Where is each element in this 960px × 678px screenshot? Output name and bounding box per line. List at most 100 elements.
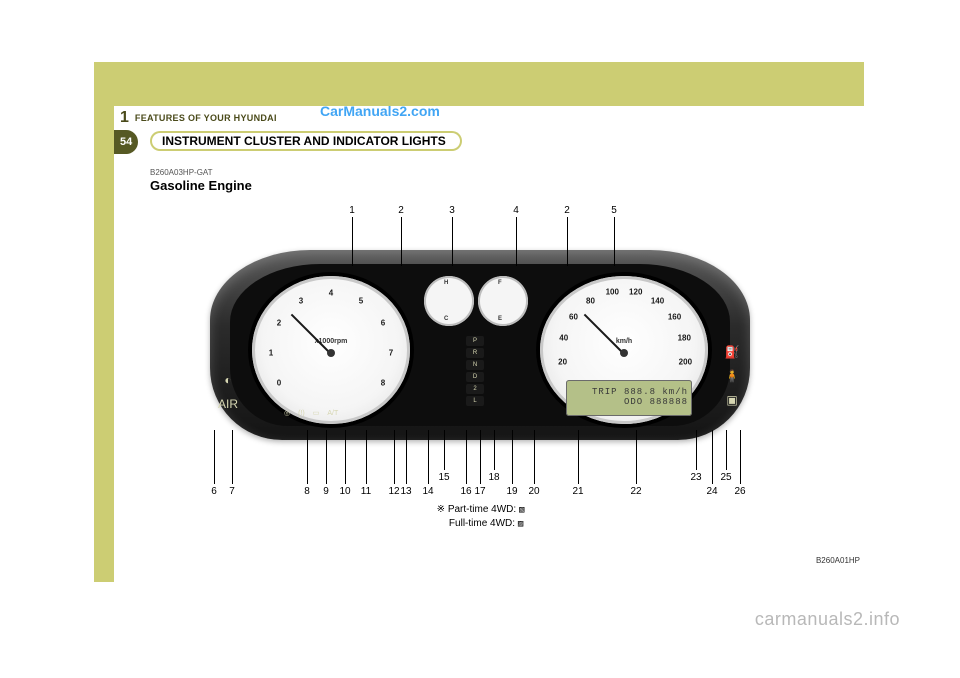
footnote-prefix: ※	[437, 504, 445, 515]
callout-23: 23	[690, 472, 701, 483]
chapter-number: 1	[120, 109, 129, 127]
figure-code: B260A01HP	[816, 556, 860, 565]
callout-line	[512, 430, 513, 484]
callout-8: 8	[304, 486, 310, 497]
callout-line	[466, 430, 467, 484]
callout-2: 2	[564, 205, 570, 216]
gear-indicator-N: N	[466, 360, 484, 370]
callout-line	[740, 430, 741, 484]
speedo-tick-80: 80	[586, 296, 595, 305]
watermark-bottom: carmanuals2.info	[755, 609, 900, 630]
tach-hub	[327, 349, 335, 357]
temp-high-label: H	[444, 280, 448, 286]
fuel-icon: ⛽	[722, 342, 742, 362]
at-label: A/T	[327, 410, 338, 417]
callout-line	[214, 430, 215, 484]
speedo-tick-100: 100	[606, 288, 619, 297]
tach-tick-2: 2	[277, 319, 281, 328]
callout-2: 2	[398, 205, 404, 216]
callout-line	[614, 217, 615, 266]
temp-low-label: C	[444, 316, 448, 322]
callout-5: 5	[611, 205, 617, 216]
callout-16: 16	[460, 486, 471, 497]
tach-tick-3: 3	[299, 297, 303, 306]
callout-line	[326, 430, 327, 484]
watermark-top: CarManuals2.com	[320, 103, 440, 119]
callout-line	[444, 430, 445, 470]
callout-4: 4	[513, 205, 519, 216]
speedo-tick-60: 60	[569, 313, 578, 322]
callout-line	[480, 430, 481, 484]
callout-12: 12	[388, 486, 399, 497]
tach-tick-0: 0	[277, 379, 281, 388]
callout-18: 18	[488, 472, 499, 483]
oil-icon: ◎	[284, 409, 290, 417]
callout-10: 10	[339, 486, 350, 497]
footnote-line2: ※ Full-time 4WD: ▨	[0, 518, 960, 529]
speedo-tick-200: 200	[679, 357, 692, 366]
callout-7: 7	[229, 486, 235, 497]
fuel-empty-label: E	[498, 316, 502, 322]
callout-1: 1	[349, 205, 355, 216]
speedo-tick-40: 40	[559, 334, 568, 343]
callout-line	[394, 430, 395, 484]
warning-strip: ◎ (!) ▭ A/T	[284, 406, 434, 420]
callout-9: 9	[323, 486, 329, 497]
fuel-full-label: F	[498, 280, 502, 286]
callout-25: 25	[720, 472, 731, 483]
gear-indicator-P: P	[466, 336, 484, 346]
callout-14: 14	[422, 486, 433, 497]
speedo-tick-160: 160	[668, 313, 681, 322]
callout-15: 15	[438, 472, 449, 483]
callout-line	[345, 430, 346, 484]
callout-24: 24	[706, 486, 717, 497]
brake-icon: (!)	[298, 410, 305, 417]
callout-line	[696, 430, 697, 470]
airbag-icon: AIR	[218, 394, 238, 414]
gear-indicator-column: PRND2L	[462, 336, 488, 410]
callout-line	[401, 217, 402, 266]
section-title: INSTRUMENT CLUSTER AND INDICATOR LIGHTS	[150, 131, 462, 151]
footnote-line1: ※ Part-time 4WD: ▧	[0, 504, 960, 515]
callout-line	[352, 217, 353, 266]
callout-13: 13	[400, 486, 411, 497]
tach-tick-5: 5	[359, 297, 363, 306]
callout-line	[534, 430, 535, 484]
callout-line	[726, 430, 727, 470]
speedo-hub	[620, 349, 628, 357]
gear-indicator-2: 2	[466, 384, 484, 394]
callout-21: 21	[572, 486, 583, 497]
document-code: B260A03HP-GAT	[150, 168, 213, 177]
callout-line	[494, 430, 495, 470]
tach-tick-7: 7	[389, 349, 393, 358]
callout-3: 3	[449, 205, 455, 216]
callout-line	[516, 217, 517, 266]
callout-line	[428, 430, 429, 484]
tach-tick-6: 6	[381, 319, 385, 328]
callout-17: 17	[474, 486, 485, 497]
callout-line	[712, 430, 713, 484]
instrument-cluster: 012345678 x1000rpm 020406080100120140160…	[210, 250, 750, 450]
gear-indicator-D: D	[466, 372, 484, 382]
engine-title: Gasoline Engine	[150, 178, 252, 193]
footnote-fulltime-symbol: ▨	[518, 519, 522, 529]
callout-line	[366, 430, 367, 484]
tach-tick-4: 4	[329, 289, 333, 298]
callout-11: 11	[361, 486, 371, 497]
callout-6: 6	[211, 486, 217, 497]
temperature-gauge: H C	[424, 276, 474, 326]
callout-line	[307, 430, 308, 484]
footnote-parttime-label: Part-time 4WD:	[448, 504, 516, 515]
speedo-tick-120: 120	[629, 288, 642, 297]
footnote-parttime-symbol: ▧	[519, 505, 523, 515]
lcd-odo-row: ODO 888888	[624, 398, 688, 408]
door-ajar-icon: ◐	[218, 370, 238, 390]
odometer-lcd: TRIP 888.8 km/h ODO 888888	[566, 380, 692, 416]
speedo-tick-20: 20	[558, 357, 567, 366]
gear-indicator-L: L	[466, 396, 484, 406]
footnote-fulltime-label: Full-time 4WD:	[449, 518, 515, 529]
seatbelt-icon: 🧍	[722, 366, 742, 386]
chapter-title: FEATURES OF YOUR HYUNDAI	[135, 113, 277, 123]
callout-line	[636, 430, 637, 484]
callout-22: 22	[630, 486, 641, 497]
